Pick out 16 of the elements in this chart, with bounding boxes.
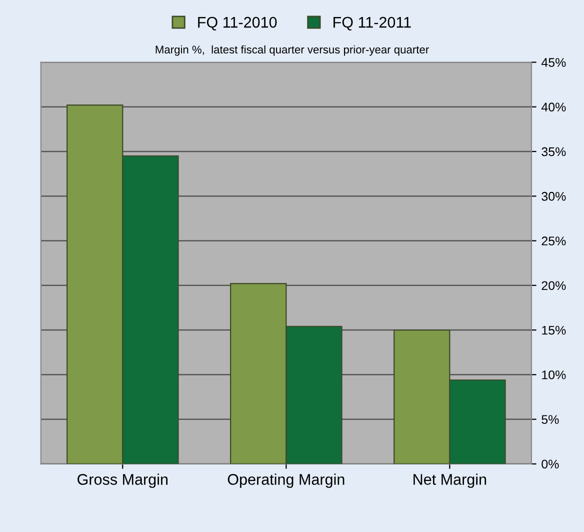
y-tick-label: 25%	[542, 236, 566, 246]
y-tick-label: 45%	[541, 58, 566, 67]
y-tick-label: 0%	[542, 460, 559, 469]
y-tick-label: 20%	[542, 281, 566, 290]
legend-label: FQ 11-2011	[334, 16, 411, 30]
x-tick-label: Net Margin	[414, 474, 486, 488]
y-tick-label: 30%	[542, 192, 566, 201]
legend-label: FQ 11-2010	[198, 16, 277, 30]
x-tick-label: Operating Margin	[228, 474, 344, 488]
y-tick-label: 15%	[542, 326, 566, 335]
y-tick-label: 35%	[542, 147, 566, 156]
y-tick-label: 40%	[541, 102, 566, 112]
x-tick-label: Gross Margin	[78, 474, 168, 488]
y-tick-label: 10%	[542, 370, 566, 380]
chart-subtitle: Margin %, latest fiscal quarter versus prior-year quarter	[156, 45, 429, 56]
y-tick-label: 5%	[542, 415, 559, 424]
